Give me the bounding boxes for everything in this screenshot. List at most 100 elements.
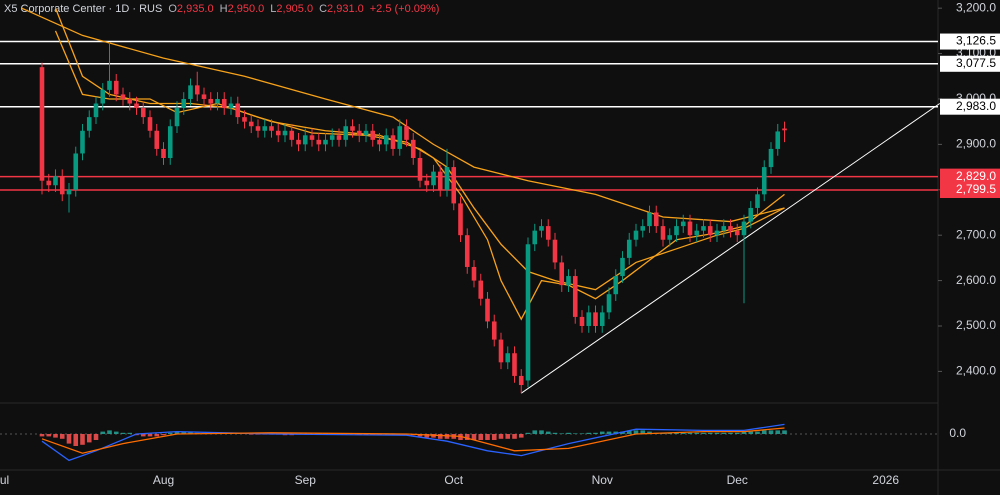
candle-body [532,230,538,245]
candle-body [525,244,531,381]
macd-histogram-bar [127,432,133,434]
candle-body [248,121,254,127]
y-tick-label: 2,500.0 [956,318,996,332]
macd-histogram-bar [674,432,679,434]
candle-body [363,130,369,136]
candle-body [755,194,760,208]
candle-body [701,226,706,231]
macd-histogram-bar [680,432,686,434]
candle-body [228,103,234,109]
candle-body [343,126,349,140]
macd-histogram-bar [755,431,760,434]
level-tag [940,168,1000,185]
candle-body [404,126,409,140]
candle-body [383,135,389,145]
x-tick-label: Aug [153,473,174,487]
candle-body [552,239,558,263]
legend-text: X5 Corporate Center · 1D · RUS O2,935.0 H2… [4,3,439,15]
macd-histogram-bar [86,434,92,443]
candle-body [721,226,727,231]
ohlc-prefix: O [168,3,177,15]
candle-body [53,176,58,186]
candle-body [512,353,517,376]
change: +2.5 (+0.09%) [370,3,440,15]
candle-body [417,158,423,181]
candle-body [86,117,92,131]
candle-body [154,130,160,149]
candle-body [208,98,214,104]
candle-body [566,276,571,286]
candle-body [674,226,679,236]
candle-body [660,226,666,240]
macd-histogram-bar [613,431,619,434]
macd-histogram-bar [181,431,187,434]
macd-histogram-bar [707,432,713,434]
x-tick-label: Oct [444,473,463,487]
candle-body [289,130,295,140]
macd-histogram-bar [525,432,531,434]
candle-body [559,262,565,286]
macd-histogram-bar [714,432,720,434]
candle-body [296,139,301,145]
candle-body [194,85,200,95]
candle-body [316,139,322,145]
macd-histogram-bar [586,432,592,434]
candle-body [761,167,767,195]
candle-body [282,130,288,136]
macd-histogram-bar [775,430,781,434]
candle-body [505,353,511,363]
candle-body [397,126,403,149]
ohlc-prefix: C [319,3,327,15]
macd-histogram-bar [39,434,45,437]
x-tick-label: Sep [295,473,317,487]
macd-histogram-bar [518,434,524,438]
candle-body [323,139,328,145]
macd-histogram-bar [485,434,490,440]
level-tag-label: 3,126.5 [956,34,996,48]
x-tick-label: Dec [727,473,748,487]
candle-body [100,89,106,104]
level-tag-label: 3,077.5 [956,56,996,70]
macd-histogram-bar [498,434,504,439]
macd-histogram-bar [734,432,740,434]
macd-histogram-bar [701,432,706,434]
candle-body [113,80,119,95]
macd-histogram-bar [478,434,484,440]
candle-body [444,167,450,190]
candle-body [269,126,274,131]
level-tag-label: 2,983.0 [956,99,996,113]
candle-body [329,135,335,140]
macd-histogram-bar [113,431,119,434]
candle-body [586,312,592,326]
macd-histogram-bar [424,434,430,438]
macd-histogram-bar [505,434,511,439]
candle-body [714,230,720,236]
candle-body [680,221,686,227]
macd-histogram-bar [147,434,153,437]
macd-histogram-bar [559,433,565,434]
candle-body [167,126,173,159]
ohlc-prefix: L [270,3,276,15]
candle-body [350,126,355,131]
candle-body [410,139,416,159]
candle-body [768,148,774,168]
moving-average [21,7,785,223]
candle-body [73,153,79,190]
candle-body [424,180,430,186]
candle-body [775,131,781,149]
candle-body [120,94,126,99]
candle-body [464,235,470,267]
header: X5 Corporate Center · 1D · RUS O2,935.0 H2… [4,3,439,15]
y-tick-label: 2,900.0 [956,137,996,151]
candle-body [599,312,605,326]
candle-body [451,167,457,204]
x-tick-label: 2026 [872,473,899,487]
macd-histogram-bar [93,434,99,440]
candle-body [46,180,52,186]
y-tick-label: 2,700.0 [956,227,996,241]
candle-body [215,98,220,104]
macd-histogram-bar [100,431,106,434]
